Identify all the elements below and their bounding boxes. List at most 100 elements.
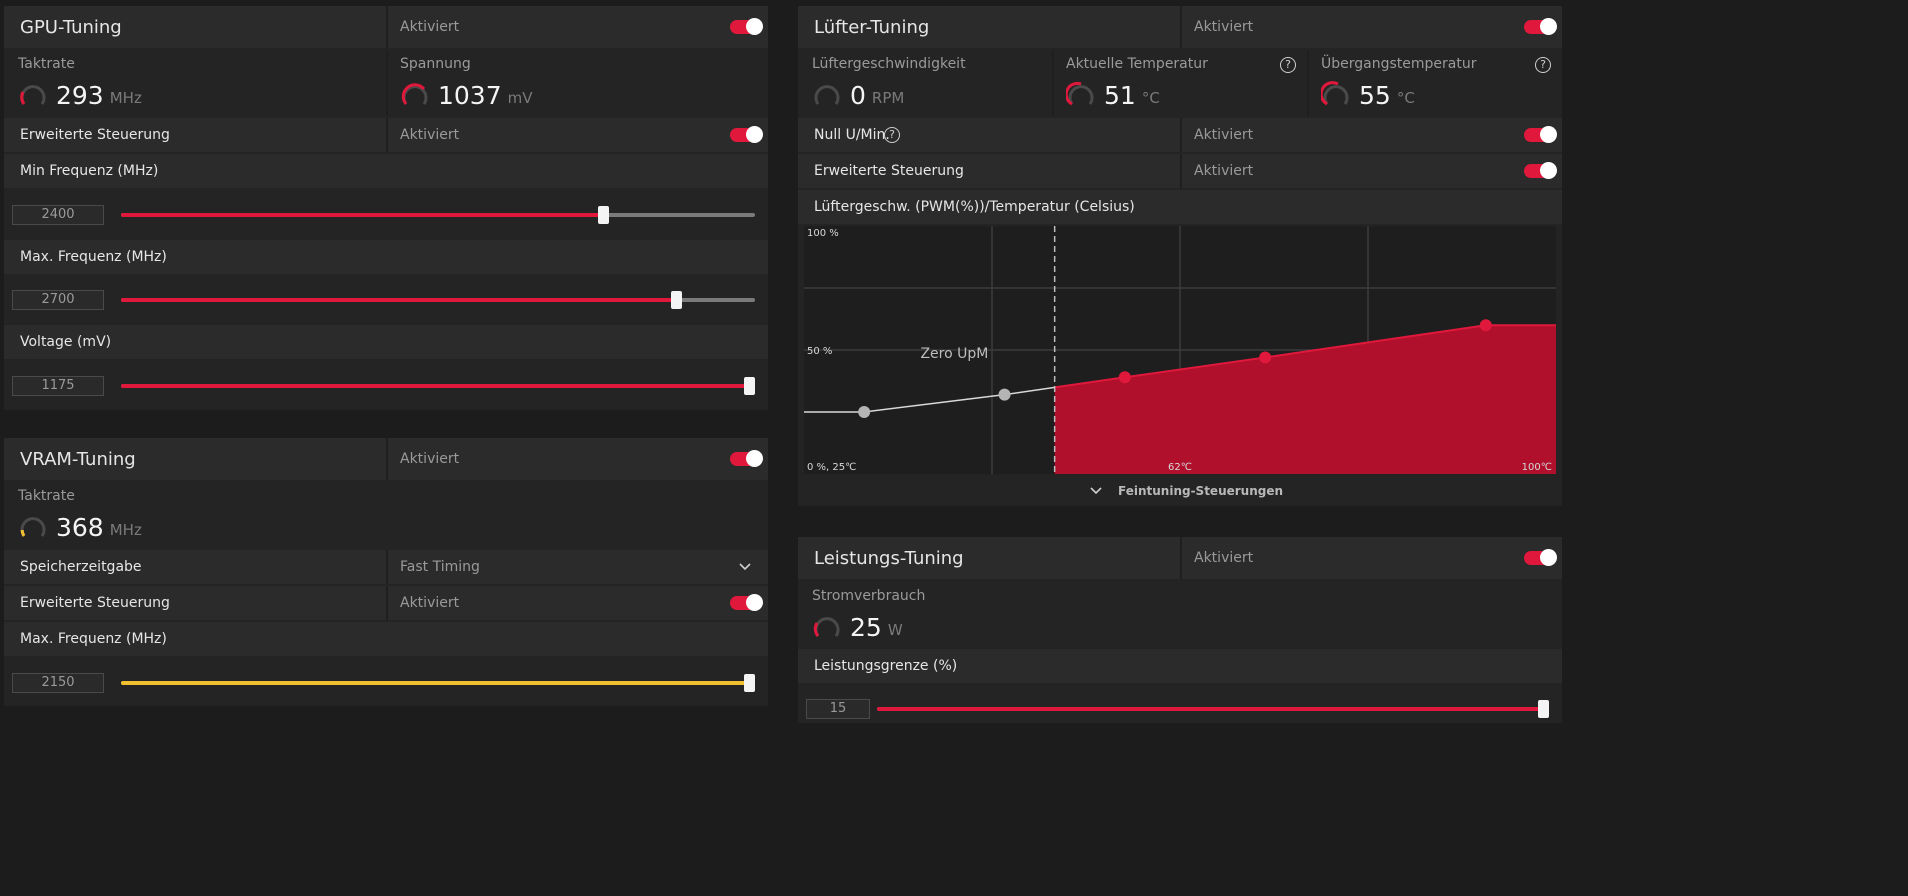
power-consumption-stat: Stromverbrauch 25 W	[812, 588, 925, 642]
zero-rpm-row: Null U/Min. ? Aktiviert	[798, 118, 1562, 152]
gpu-tuning-toggle[interactable]	[730, 18, 763, 35]
gpu-clock-gauge-icon	[20, 85, 46, 105]
vram-tuning-panel: VRAM-Tuning Aktiviert Taktrate 368 MHz S…	[4, 438, 768, 706]
slider-fill	[121, 213, 603, 217]
fan-curve-title-row: Lüftergeschw. (PWM(%))/Temperatur (Celsi…	[798, 190, 1562, 224]
power-limit-input[interactable]: 15	[806, 699, 870, 719]
voltage-slider[interactable]	[121, 377, 755, 395]
slider-fill	[121, 298, 676, 302]
voltage-label: Voltage (mV)	[20, 334, 112, 350]
power-consumption-unit: W	[887, 621, 903, 639]
voltage-row: Voltage (mV)	[4, 325, 768, 359]
min-freq-slider[interactable]	[121, 206, 755, 224]
power-consumption-value: 25	[850, 612, 882, 642]
fan-header-row: Lüfter-Tuning Aktiviert	[798, 6, 1562, 48]
x-tick-label: 100℃	[1522, 462, 1552, 473]
zero-rpm-segment	[804, 386, 1055, 413]
power-limit-slider[interactable]	[877, 700, 1549, 718]
curve-point[interactable]	[1259, 351, 1272, 364]
curve-point[interactable]	[858, 406, 871, 418]
power-tuning-panel: Leistungs-Tuning Aktiviert Stromverbrauc…	[798, 537, 1562, 723]
gpu-stats-row: Taktrate 293 MHz Spannung 1037 mV	[4, 50, 768, 116]
voltage-input[interactable]: 1175	[12, 376, 104, 396]
vram-advanced-label: Erweiterte Steuerung	[20, 595, 170, 611]
junction-temp-value: 55	[1359, 80, 1391, 110]
current-temp-unit: °C	[1141, 89, 1160, 107]
min-freq-input[interactable]: 2400	[12, 205, 104, 225]
current-temp-gauge-icon	[1066, 81, 1094, 106]
power-status: Aktiviert	[1194, 550, 1254, 566]
vram-tuning-title: VRAM-Tuning	[20, 448, 136, 470]
gpu-voltage-unit: mV	[507, 89, 533, 107]
slider-thumb[interactable]	[744, 674, 755, 692]
gpu-advanced-toggle[interactable]	[730, 126, 763, 143]
junction-temp-label: Übergangstemperatur	[1321, 56, 1477, 72]
vram-clock-stat: Taktrate 368 MHz	[18, 488, 142, 542]
slider-fill	[121, 384, 755, 388]
fan-speed-value: 0	[850, 80, 866, 110]
max-freq-label: Max. Frequenz (MHz)	[20, 249, 167, 265]
fan-advanced-toggle[interactable]	[1524, 162, 1557, 179]
vram-header-row: VRAM-Tuning Aktiviert	[4, 438, 768, 480]
vram-max-freq-input[interactable]: 2150	[12, 673, 104, 693]
junction-temp-stat: Übergangstemperatur 55 °C	[1321, 56, 1476, 110]
fan-speed-stat: Lüftergeschwindigkeit 0 RPM	[812, 56, 966, 110]
vram-clock-label: Taktrate	[18, 488, 75, 504]
max-freq-input[interactable]: 2700	[12, 290, 104, 310]
vram-clock-gauge-icon	[20, 517, 46, 537]
fan-curve-title: Lüftergeschw. (PWM(%))/Temperatur (Celsi…	[814, 199, 1135, 215]
gpu-voltage-value: 1037	[438, 80, 502, 110]
slider-thumb[interactable]	[744, 377, 755, 395]
max-freq-row: Max. Frequenz (MHz)	[4, 240, 768, 274]
y-tick-label: 50 %	[807, 346, 832, 357]
curve-point[interactable]	[998, 388, 1011, 401]
fan-tuning-toggle[interactable]	[1524, 18, 1557, 35]
power-tuning-title: Leistungs-Tuning	[814, 547, 964, 569]
memory-timing-row[interactable]: Speicherzeitgabe Fast Timing	[4, 550, 768, 584]
vram-clock-value: 368	[56, 512, 104, 542]
zero-rpm-status: Aktiviert	[1194, 127, 1254, 143]
vram-max-freq-row: Max. Frequenz (MHz)	[4, 622, 768, 656]
zero-rpm-toggle[interactable]	[1524, 126, 1557, 143]
zero-rpm-help-icon[interactable]: ?	[884, 127, 900, 143]
junction-temp-help-icon[interactable]: ?	[1535, 57, 1551, 73]
vram-advanced-status: Aktiviert	[400, 595, 460, 611]
vram-advanced-toggle[interactable]	[730, 594, 763, 611]
slider-fill	[877, 707, 1549, 711]
vram-max-freq-slider[interactable]	[121, 674, 755, 692]
gpu-voltage-stat: Spannung 1037 mV	[400, 56, 533, 110]
gpu-status: Aktiviert	[400, 19, 460, 35]
x-origin-label: 0 %, 25℃	[807, 462, 856, 473]
current-temp-label: Aktuelle Temperatur	[1066, 56, 1208, 72]
slider-thumb[interactable]	[1538, 700, 1549, 718]
power-limit-row: Leistungsgrenze (%)	[798, 649, 1562, 683]
vram-tuning-toggle[interactable]	[730, 450, 763, 467]
junction-temp-unit: °C	[1396, 89, 1415, 107]
curve-point[interactable]	[1118, 371, 1131, 384]
fan-curve-area	[1054, 325, 1556, 474]
vram-advanced-row: Erweiterte Steuerung Aktiviert	[4, 586, 768, 620]
power-consumption-label: Stromverbrauch	[812, 588, 926, 604]
fan-curve-chart[interactable]: 100 % 50 % 0 %, 25℃ 62℃ 100℃ Zero UpM	[804, 226, 1556, 474]
fan-advanced-row: Erweiterte Steuerung Aktiviert	[798, 154, 1562, 188]
power-tuning-toggle[interactable]	[1524, 549, 1557, 566]
zero-rpm-label: Null U/Min.	[814, 127, 890, 143]
slider-thumb[interactable]	[597, 206, 609, 224]
chevron-down-icon[interactable]	[738, 562, 752, 572]
x-tick-label: 62℃	[1168, 462, 1192, 473]
fan-speed-label: Lüftergeschwindigkeit	[812, 56, 966, 72]
power-gauge-icon	[813, 617, 840, 637]
fine-tune-toggle[interactable]: Feintuning-Steuerungen	[798, 480, 1562, 502]
fine-tune-label: Feintuning-Steuerungen	[1118, 484, 1284, 498]
fan-tuning-title: Lüfter-Tuning	[814, 16, 930, 38]
fan-advanced-label: Erweiterte Steuerung	[814, 163, 964, 179]
curve-point[interactable]	[1479, 319, 1492, 332]
slider-thumb[interactable]	[670, 291, 682, 309]
current-temp-help-icon[interactable]: ?	[1280, 57, 1296, 73]
max-freq-slider[interactable]	[121, 291, 755, 309]
gpu-header-row: GPU-Tuning Aktiviert	[4, 6, 768, 48]
gpu-voltage-gauge-icon	[401, 83, 428, 105]
vram-clock-unit: MHz	[109, 521, 142, 539]
memory-timing-label: Speicherzeitgabe	[20, 559, 142, 575]
gpu-advanced-row: Erweiterte Steuerung Aktiviert	[4, 118, 768, 152]
